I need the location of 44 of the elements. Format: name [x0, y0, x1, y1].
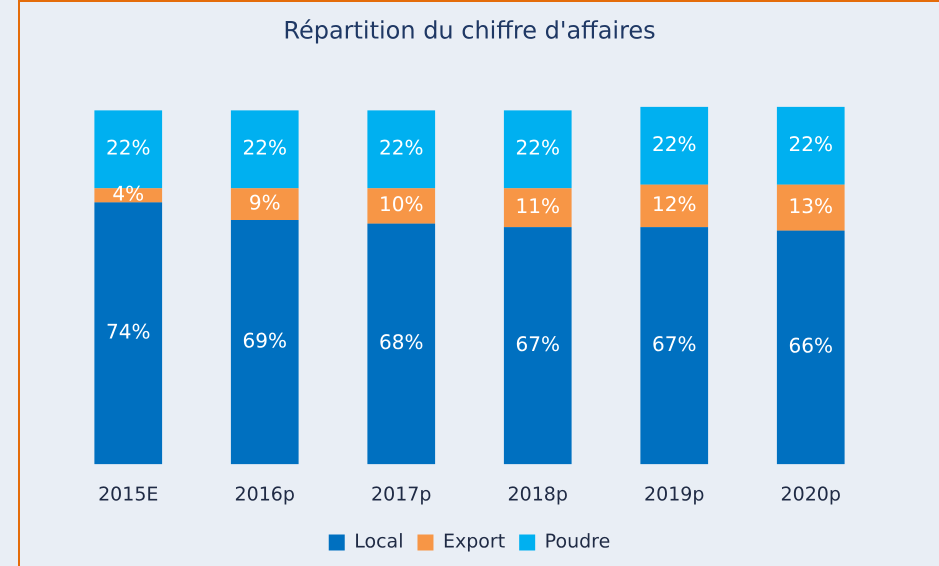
legend-label: Local — [354, 530, 404, 552]
data-label: 4% — [112, 181, 144, 206]
x-tick-label: 2019p — [644, 484, 704, 506]
data-label: 67% — [652, 332, 696, 356]
x-tick-label: 2015E — [98, 484, 158, 506]
bar — [367, 224, 436, 464]
x-tick-label: 2020p — [780, 484, 841, 506]
bar — [640, 184, 708, 228]
bar — [640, 106, 708, 185]
data-label: 74% — [106, 319, 150, 344]
data-label: 10% — [379, 192, 424, 216]
bar — [776, 184, 845, 231]
x-tick-label: 2016p — [234, 484, 295, 506]
data-label: 11% — [516, 194, 560, 218]
data-label: 22% — [242, 135, 287, 160]
bar — [230, 188, 299, 220]
legend-label: Poudre — [544, 530, 610, 552]
data-label: 22% — [788, 132, 833, 156]
bar — [776, 106, 845, 185]
bar — [230, 220, 299, 464]
bar — [504, 110, 572, 188]
data-label: 9% — [248, 190, 281, 214]
data-label: 22% — [106, 135, 150, 160]
chart-title: Répartition du chiffre d'affaires — [283, 16, 656, 45]
bar — [230, 110, 299, 188]
data-label: 22% — [652, 132, 696, 156]
data-label: 67% — [516, 332, 560, 356]
data-label: 68% — [379, 330, 424, 354]
bar — [367, 110, 436, 188]
bar — [504, 188, 572, 228]
data-label: 66% — [788, 334, 833, 358]
bar — [504, 227, 572, 464]
data-label: 22% — [516, 135, 560, 160]
bar — [367, 188, 436, 224]
x-tick-label: 2017p — [371, 484, 432, 506]
data-label: 69% — [242, 328, 287, 352]
bar — [94, 202, 162, 464]
bar — [776, 230, 845, 464]
bar — [640, 227, 708, 464]
data-label: 13% — [788, 194, 833, 218]
data-label: 12% — [652, 192, 696, 216]
legend-label: Export — [442, 530, 506, 552]
x-tick-label: 2018p — [508, 484, 568, 506]
data-label: 22% — [379, 135, 424, 160]
